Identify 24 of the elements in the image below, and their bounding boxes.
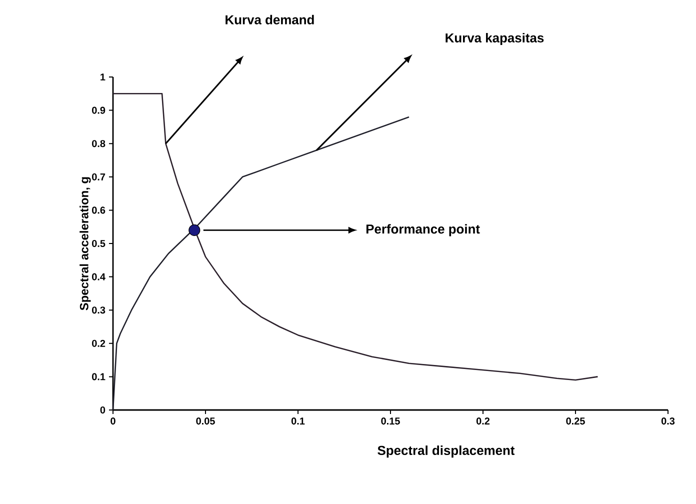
x-tick-label: 0.2 — [476, 418, 490, 425]
y-tick-label: 0.2 — [92, 340, 106, 347]
y-axis-title: Spectral acceleration, g — [80, 177, 91, 310]
y-tick-label: 0.7 — [92, 173, 106, 180]
x-tick-label: 0.05 — [196, 418, 215, 425]
text: Kurva demand — [226, 14, 314, 24]
y-tick-label: 1 — [100, 74, 106, 80]
y-tick-label: 0 — [100, 406, 106, 414]
x-tick-label: 0.25 — [566, 418, 585, 425]
y-tick-label: 0.3 — [92, 306, 106, 314]
x-axis-title: Spectral displacement — [378, 446, 515, 458]
x-tick-label: 0.15 — [381, 418, 400, 425]
y-tick-label: 0.6 — [92, 206, 106, 214]
x-tick-label: 0 — [110, 418, 116, 425]
line-series — [112, 92, 598, 381]
y-tick-label: 0.1 — [92, 373, 106, 380]
x-tick-label: 0.3 — [661, 418, 675, 425]
y-tick-label: 0.5 — [92, 240, 106, 248]
y-tick-label: 0.9 — [92, 106, 106, 114]
text: Kurva kapasitas — [446, 32, 544, 46]
x-tick-label: 0.1 — [291, 418, 305, 425]
y-tick-label: 0.4 — [92, 273, 106, 280]
annotation: Performance point — [366, 224, 480, 236]
y-tick-label: 0.8 — [92, 140, 106, 148]
